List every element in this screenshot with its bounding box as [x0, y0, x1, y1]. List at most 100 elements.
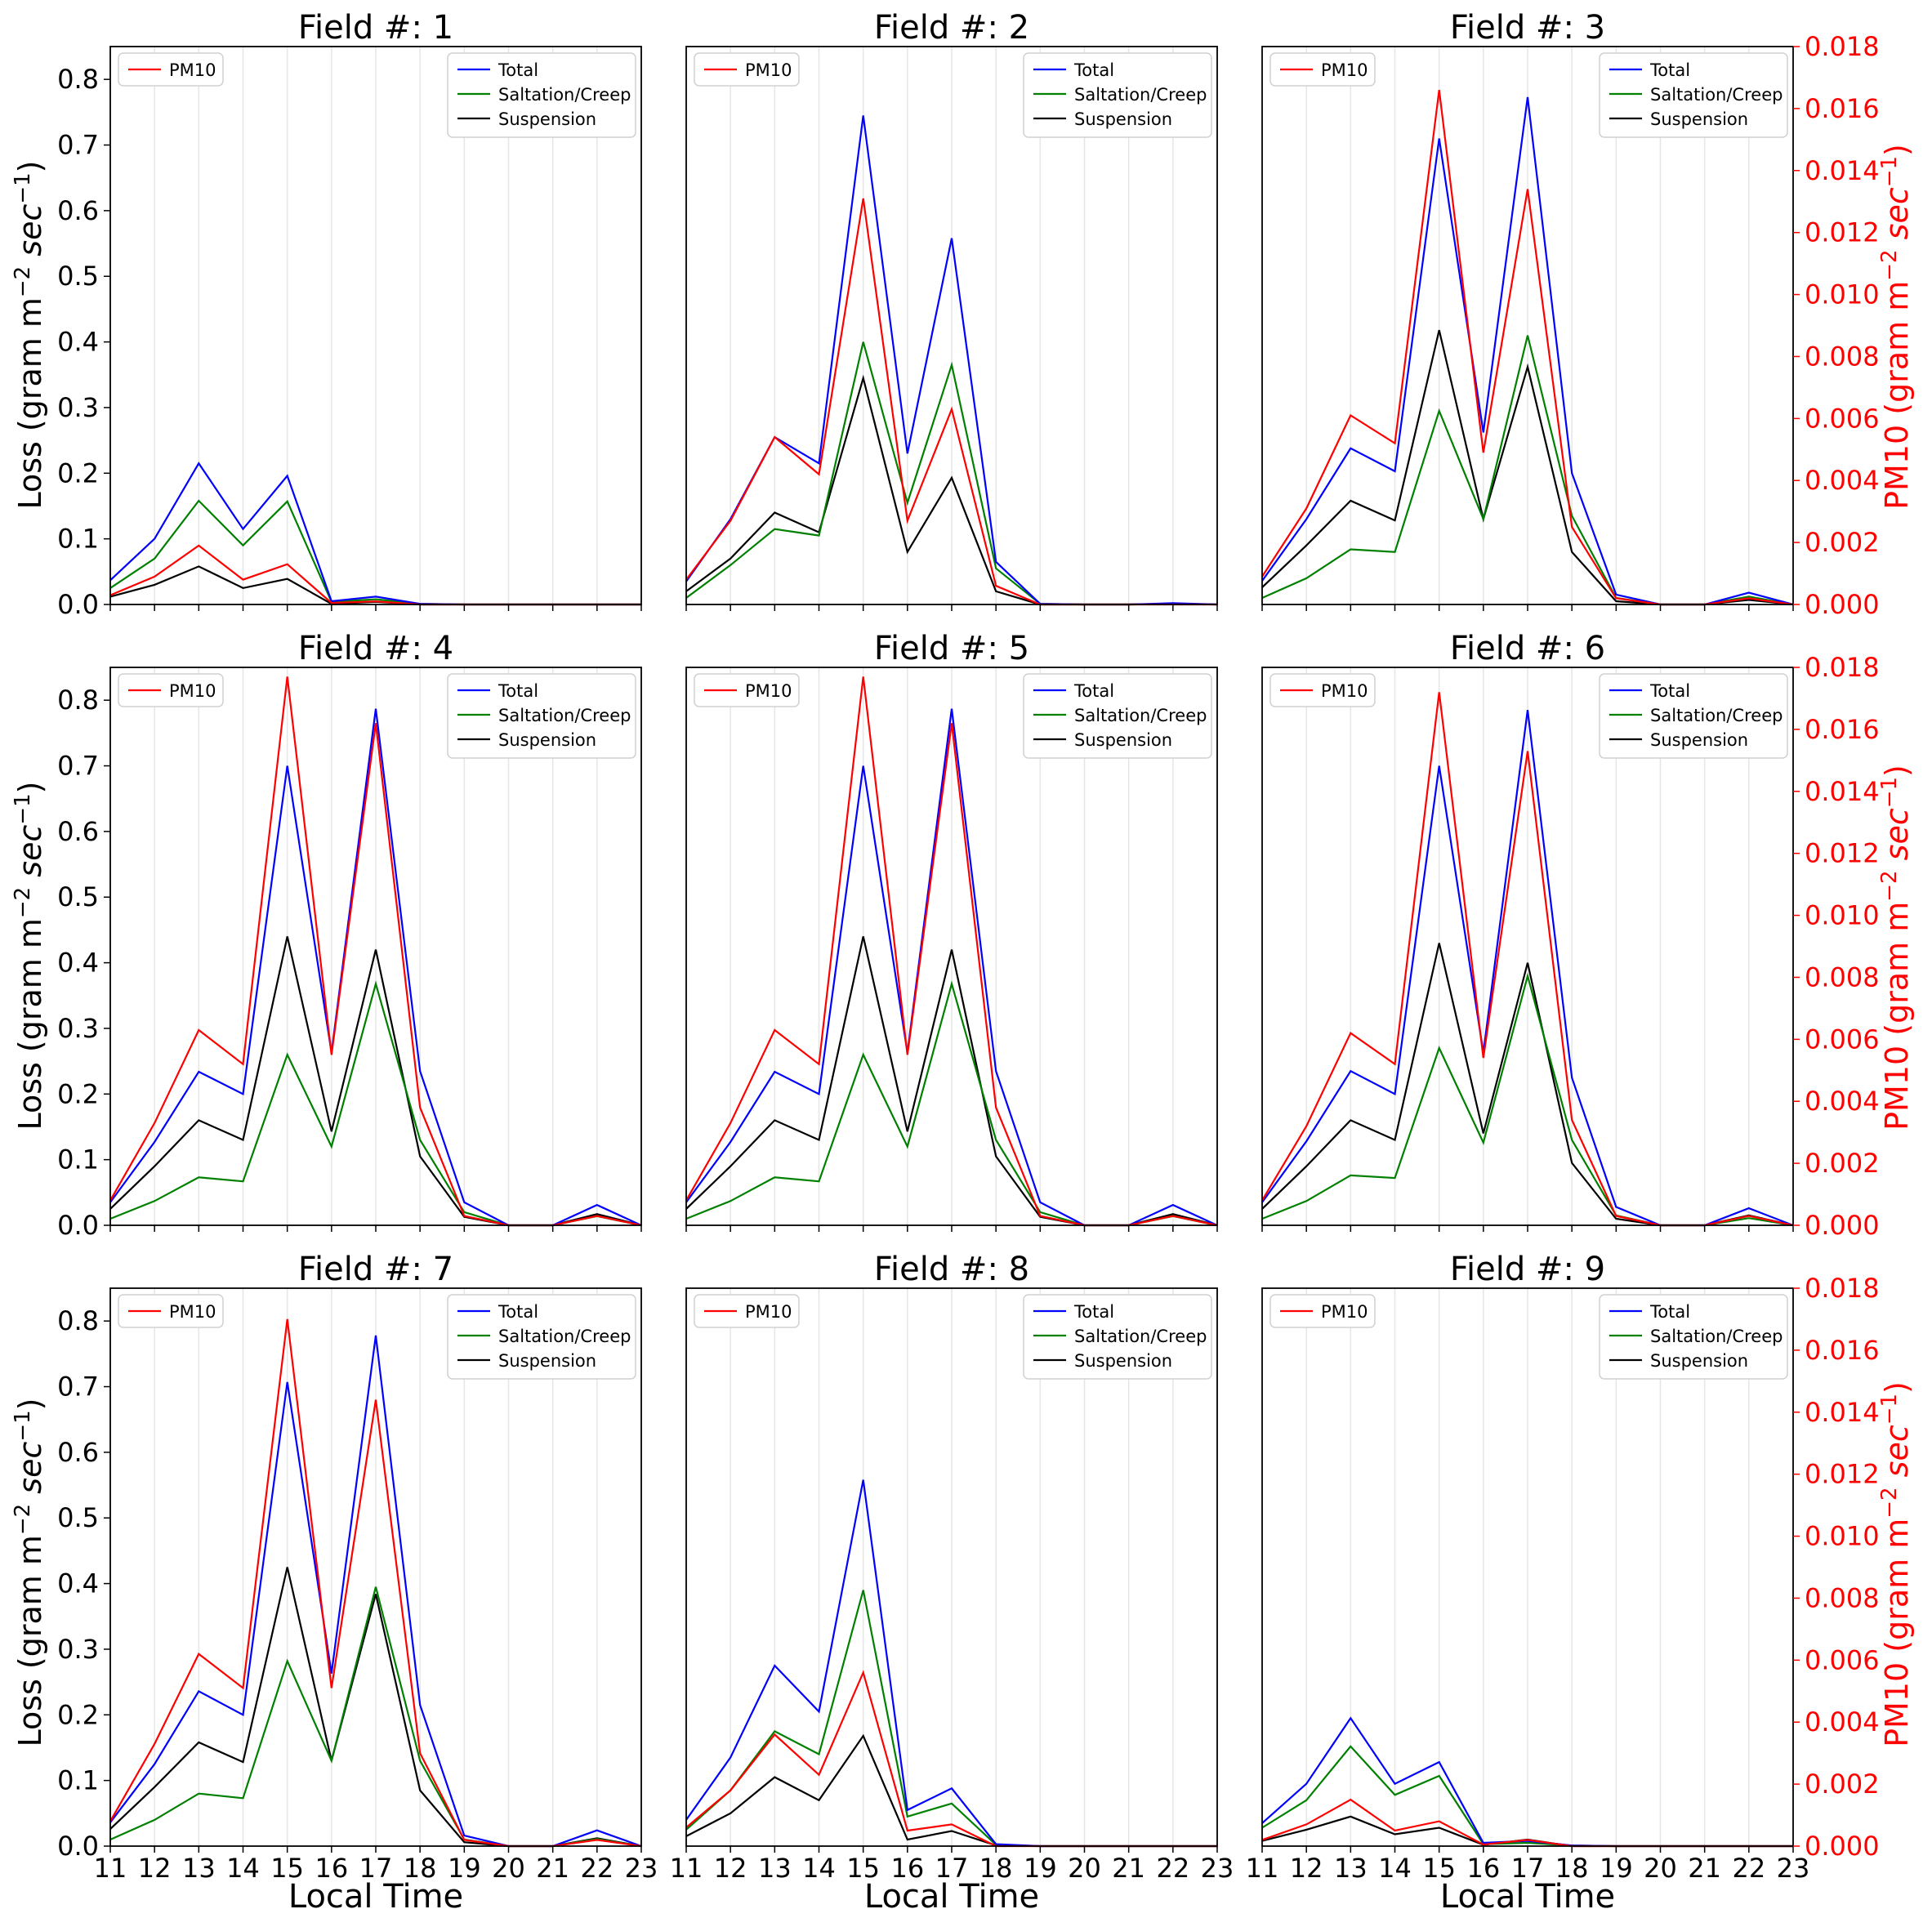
- legend-label-total: Total: [1649, 681, 1690, 701]
- legend-label-total: Total: [1649, 60, 1690, 80]
- x-ticks: 11 12 13 14 15 16 17 18 19 20 21 22 23: [94, 1846, 658, 1884]
- x-tick-label: 14: [1378, 1853, 1412, 1884]
- legend-box: [447, 1294, 636, 1380]
- x-tick-label: 16: [315, 1853, 348, 1884]
- legend-loss: Total Saltation/Creep Suspension: [1023, 673, 1212, 759]
- y2-tick-label: 0.000: [1805, 1831, 1880, 1862]
- right-axis-label-row2: PM10 (gram m−2 sec−1): [1877, 765, 1915, 1131]
- panel-field-8: Field #: 8 11 12 13 14 15 16 17 18 19 20 21 22 23 PM10…: [670, 1251, 1234, 1884]
- legend-label-saltation: Saltation/Creep: [498, 706, 631, 725]
- y-tick-label: 0.1: [57, 524, 99, 555]
- y-tick-label: 0.1: [57, 1765, 99, 1796]
- legend-label-saltation: Saltation/Creep: [498, 85, 631, 105]
- y-tick-label: 0.1: [57, 1144, 99, 1175]
- x-tick-label: 13: [1334, 1853, 1368, 1884]
- y2-tick-label: 0.008: [1805, 961, 1880, 992]
- y-tick-label: 0.8: [57, 64, 99, 95]
- legend-pm10: PM10: [1269, 673, 1376, 707]
- y-tick-label: 0.2: [57, 1078, 99, 1109]
- y2-tick-label: 0.010: [1805, 279, 1880, 310]
- legend-box: [1023, 52, 1212, 138]
- legend-box: [1599, 1294, 1788, 1380]
- x-tick-label: 19: [1600, 1853, 1633, 1884]
- legend-label-saltation: Saltation/Creep: [1650, 85, 1783, 105]
- x-tick-label: 11: [94, 1853, 127, 1884]
- panel-field-9: Field #: 911 12 13 14 15 16 17 18 19 20 21 22 230.00…: [1246, 1251, 1880, 1884]
- x-tick-label: 17: [935, 1853, 969, 1884]
- y-ticks-left: 0.0 0.1 0.2 0.3 0.4 0.5 0.6 0.7 0.8: [57, 64, 110, 620]
- legend-label-total: Total: [1073, 681, 1114, 701]
- left-axis-label-row2: Loss (gram m−2 sec−1): [11, 781, 48, 1130]
- y-tick-label: 0.4: [57, 1568, 99, 1599]
- y2-tick-label: 0.012: [1805, 217, 1880, 248]
- panel-title: Field #: 1: [298, 9, 453, 47]
- panel-title: Field #: 3: [1450, 9, 1605, 47]
- y-ticks-left: 0.0 0.1 0.2 0.3 0.4 0.5 0.6 0.7 0.8: [57, 685, 110, 1241]
- y-tick-label: 0.0: [57, 1831, 99, 1862]
- legend-label-pm10: PM10: [169, 681, 216, 701]
- legend-loss: Total Saltation/Creep Suspension: [1599, 52, 1788, 138]
- x-tick-label: 18: [979, 1853, 1013, 1884]
- y-tick-label: 0.6: [57, 1437, 99, 1468]
- x-ticks: [109, 1225, 642, 1232]
- legend-box: [1023, 673, 1212, 759]
- x-tick-label: 20: [492, 1853, 525, 1884]
- x-tick-label: 12: [1290, 1853, 1323, 1884]
- y-tick-label: 0.0: [57, 1210, 99, 1241]
- y-tick-label: 0.7: [57, 130, 99, 161]
- legend-label-suspension: Suspension: [1650, 109, 1748, 129]
- y-tick-label: 0.8: [57, 685, 99, 716]
- legend-loss: Total Saltation/Creep Suspension: [447, 673, 636, 759]
- x-tick-label: 11: [670, 1853, 703, 1884]
- legend-label-suspension: Suspension: [498, 109, 596, 129]
- y2-tick-label: 0.002: [1805, 1148, 1880, 1179]
- right-axis-label-row3: PM10 (gram m−2 sec−1): [1877, 1381, 1915, 1747]
- grid-lines: [1261, 1288, 1794, 1846]
- panel-title: Field #: 8: [874, 1251, 1029, 1288]
- x-tick-label: 15: [270, 1853, 304, 1884]
- legend-label-total: Total: [1073, 1302, 1114, 1322]
- y2-tick-label: 0.012: [1805, 838, 1880, 869]
- y2-tick-label: 0.008: [1805, 341, 1880, 372]
- legend-label-saltation: Saltation/Creep: [1074, 85, 1207, 105]
- legend-box: [694, 673, 800, 707]
- x-ticks: [1261, 1225, 1794, 1232]
- x-tick-label: 13: [182, 1853, 216, 1884]
- x-tick-label: 23: [625, 1853, 658, 1884]
- right-axis-labels: PM10 (gram m−2 sec−1) PM10 (gram m−2 sec…: [1877, 144, 1915, 1747]
- x-tick-label: 13: [758, 1853, 792, 1884]
- x-tick-label: 20: [1644, 1853, 1677, 1884]
- legend-label-saltation: Saltation/Creep: [1650, 1327, 1783, 1346]
- y-ticks-left: 0.0 0.1 0.2 0.3 0.4 0.5 0.6 0.7 0.8: [57, 1305, 110, 1862]
- panel-field-5: Field #: 5 PM10 Total Saltation/Creep Suspen…: [685, 630, 1218, 1232]
- panel-title: Field #: 2: [874, 9, 1029, 47]
- panel-title: Field #: 7: [298, 1251, 453, 1288]
- x-tick-label: 19: [448, 1853, 481, 1884]
- grid-lines: [1261, 47, 1794, 604]
- y2-tick-label: 0.012: [1805, 1459, 1880, 1490]
- y2-tick-label: 0.006: [1805, 1024, 1880, 1055]
- panel-field-2: Field #: 2 PM10 Total Saltation/Creep Suspen…: [685, 9, 1218, 611]
- y-tick-label: 0.4: [57, 948, 99, 979]
- legend-box: [118, 1294, 224, 1328]
- y-tick-label: 0.7: [57, 1372, 99, 1403]
- y2-tick-label: 0.008: [1805, 1582, 1880, 1613]
- y-ticks-right: 0.000 0.002 0.004 0.006 0.008 0.010 0.012 0.014…: [1793, 1273, 1880, 1862]
- y-ticks-right: 0.000 0.002 0.004 0.006 0.008 0.010 0.012 0.014…: [1793, 652, 1880, 1241]
- y-tick-label: 0.2: [57, 1699, 99, 1730]
- legend-label-suspension: Suspension: [498, 730, 596, 750]
- x-tick-label: 17: [359, 1853, 393, 1884]
- legend-box: [1269, 673, 1376, 707]
- legend-box: [1599, 52, 1788, 138]
- y2-tick-label: 0.002: [1805, 527, 1880, 558]
- x-tick-label: 21: [1688, 1853, 1721, 1884]
- x-tick-label: 12: [138, 1853, 172, 1884]
- legend-loss: Total Saltation/Creep Suspension: [1599, 1294, 1788, 1380]
- y2-tick-label: 0.018: [1805, 31, 1880, 62]
- x-tick-label: 20: [1068, 1853, 1101, 1884]
- legend-label-saltation: Saltation/Creep: [498, 1327, 631, 1346]
- panel-title: Field #: 5: [874, 630, 1029, 667]
- legend-pm10: PM10: [1269, 52, 1376, 87]
- legend-label-total: Total: [498, 681, 538, 701]
